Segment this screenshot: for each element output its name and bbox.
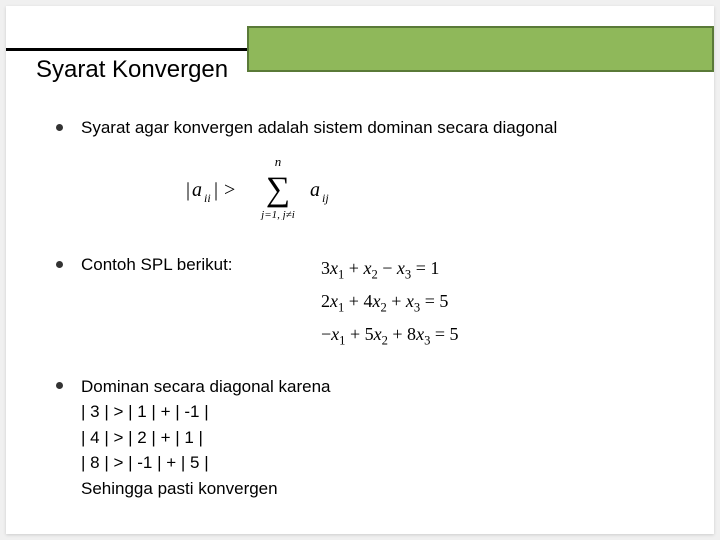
svg-text:a: a (310, 179, 320, 201)
spl-equations: 3x1 + x2 − x3 = 1 2x1 + 4x2 + x3 = 5 −x1… (321, 253, 459, 352)
bullet-icon (56, 382, 63, 389)
svg-text:|: | (186, 179, 190, 201)
conclusion-line: Sehingga pasti konvergen (81, 476, 331, 502)
svg-text:j=1, j≠i: j=1, j≠i (259, 209, 295, 220)
equation-line: −x1 + 5x2 + 8x3 = 5 (321, 319, 459, 352)
bullet-item: Syarat agar konvergen adalah sistem domi… (56, 116, 684, 140)
bullet-icon (56, 124, 63, 131)
svg-text:>: > (224, 179, 235, 201)
slide: Syarat Konvergen Syarat agar konvergen a… (6, 6, 714, 534)
slide-content: Syarat agar konvergen adalah sistem domi… (56, 116, 684, 514)
svg-text:ij: ij (322, 191, 329, 205)
bullet-item: Dominan secara diagonal karena | 3 | > |… (56, 374, 684, 502)
svg-text:|: | (214, 179, 218, 201)
bullet-icon (56, 261, 63, 268)
convergence-formula: | a ii | > n ∑ j=1, j≠i a ij (186, 156, 684, 225)
equation-line: 3x1 + x2 − x3 = 1 (321, 253, 459, 286)
equation-line: 2x1 + 4x2 + x3 = 5 (321, 286, 459, 319)
bullet-text: Syarat agar konvergen adalah sistem domi… (81, 116, 557, 140)
bullet-text: Dominan secara diagonal karena | 3 | > |… (81, 374, 331, 502)
bullet-item: Contoh SPL berikut: 3x1 + x2 − x3 = 1 2x… (56, 253, 684, 352)
inequality-line: | 8 | > | -1 | + | 5 | (81, 450, 331, 476)
svg-text:∑: ∑ (266, 171, 290, 208)
slide-title: Syarat Konvergen (36, 56, 228, 84)
svg-text:ii: ii (204, 191, 211, 205)
bullet-text: Contoh SPL berikut: (81, 253, 281, 277)
inequality-line: | 3 | > | 1 | + | -1 | (81, 399, 331, 425)
svg-text:n: n (275, 156, 282, 169)
svg-text:a: a (192, 179, 202, 201)
header-accent-box (247, 26, 714, 72)
explain-heading: Dominan secara diagonal karena (81, 374, 331, 400)
inequality-line: | 4 | > | 2 | + | 1 | (81, 425, 331, 451)
